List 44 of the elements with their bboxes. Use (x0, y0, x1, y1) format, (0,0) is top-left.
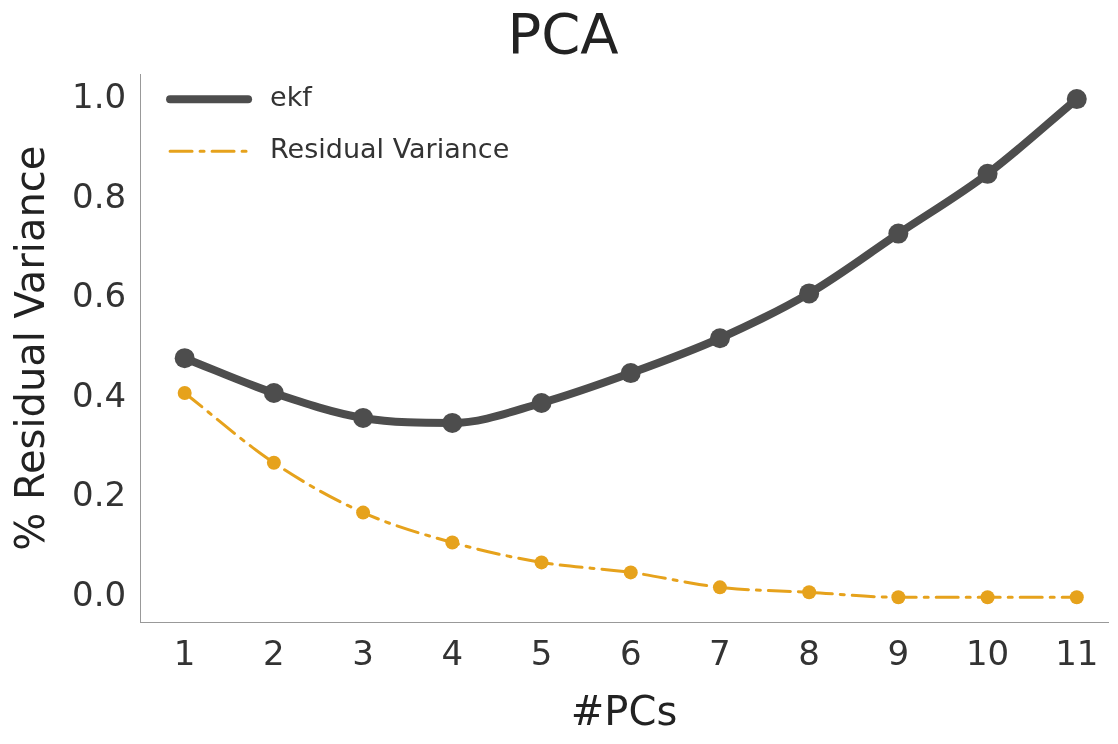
point (353, 407, 374, 428)
point (623, 565, 638, 580)
x-tick-label: 7 (709, 633, 731, 674)
point (534, 555, 549, 570)
y-tick-label: 0.2 (71, 474, 127, 515)
x-tick-label: 4 (441, 633, 464, 674)
x-tick-label: 3 (352, 633, 374, 674)
point (445, 535, 460, 550)
x-tick-label: 9 (887, 633, 910, 674)
y-tick-label: 0.4 (71, 374, 127, 415)
y-axis-title: % Residual Variance (7, 145, 54, 551)
point (620, 363, 641, 384)
x-axis-title: #PCs (570, 688, 678, 735)
point (266, 455, 281, 470)
point (1069, 590, 1084, 605)
x-tick-label: 11 (1055, 633, 1099, 674)
point (891, 590, 906, 605)
point (802, 585, 817, 600)
point (356, 505, 371, 520)
x-tick-label: 10 (965, 633, 1010, 674)
y-tick-label: 0.0 (71, 574, 127, 615)
x-tick-label: 8 (798, 633, 820, 674)
point (709, 328, 730, 349)
point (174, 348, 195, 369)
x-tick-label: 2 (263, 633, 285, 674)
point (442, 412, 463, 433)
chart-title: PCA (507, 1, 619, 67)
y-tick-label: 0.6 (71, 275, 127, 316)
point (977, 163, 998, 184)
x-tick-label: 1 (173, 633, 196, 674)
point (263, 383, 284, 404)
point (980, 590, 995, 605)
point (888, 223, 909, 244)
point (799, 283, 820, 304)
y-tick-label: 1.0 (71, 75, 127, 116)
x-tick-label: 6 (619, 633, 642, 674)
point (712, 580, 727, 595)
legend-label: Residual Variance (270, 133, 510, 165)
point (1066, 89, 1087, 110)
point (531, 393, 552, 413)
y-tick-label: 0.8 (71, 175, 127, 216)
point (177, 386, 192, 401)
legend-label: ekf (270, 81, 314, 113)
x-tick-label: 5 (530, 633, 553, 674)
